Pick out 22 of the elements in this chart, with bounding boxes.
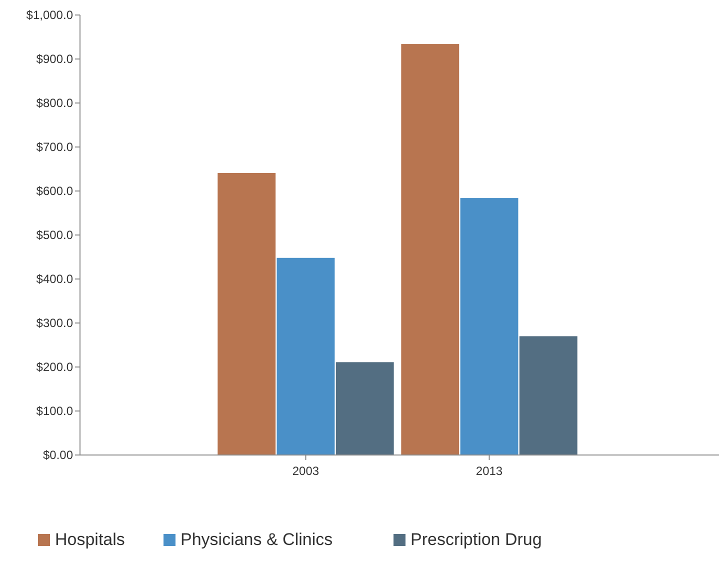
y-tick-label: $600.0 — [36, 184, 74, 198]
y-tick-label: $700.0 — [36, 140, 74, 154]
bar — [336, 362, 394, 455]
y-tick-label: $1,000.0 — [26, 8, 74, 22]
bar — [218, 172, 276, 455]
legend-label: Hospitals — [55, 530, 125, 549]
y-tick-label: $900.0 — [36, 52, 74, 66]
y-tick-label: $200.0 — [36, 360, 74, 374]
y-tick-label: $500.0 — [36, 228, 74, 242]
y-tick-label: $300.0 — [36, 316, 74, 330]
x-tick-label: 2013 — [476, 464, 503, 478]
bar — [519, 336, 578, 455]
y-tick-label: $400.0 — [36, 272, 74, 286]
legend-label: Physicians & Clinics — [180, 530, 333, 549]
y-tick-label: $100.0 — [36, 404, 74, 418]
bar — [276, 258, 335, 455]
bar — [401, 44, 460, 455]
bar — [460, 198, 518, 455]
x-tick-label: 2003 — [292, 464, 320, 478]
y-tick-label: $800.0 — [36, 96, 74, 110]
legend-label: Prescription Drug — [410, 530, 542, 549]
y-tick-label: $0.00 — [42, 448, 74, 462]
